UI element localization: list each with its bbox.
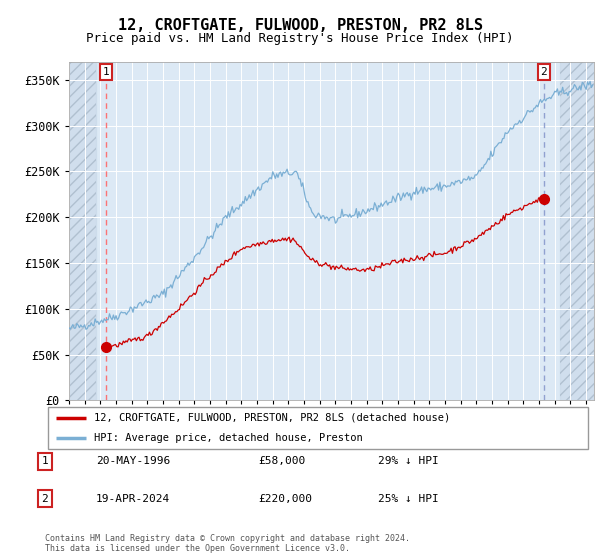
Text: 29% ↓ HPI: 29% ↓ HPI xyxy=(378,456,439,466)
Text: 1: 1 xyxy=(103,67,110,77)
Text: 2: 2 xyxy=(541,67,547,77)
Bar xyxy=(69,62,95,400)
Text: 19-APR-2024: 19-APR-2024 xyxy=(96,493,170,503)
Text: HPI: Average price, detached house, Preston: HPI: Average price, detached house, Pres… xyxy=(94,433,363,443)
Text: £220,000: £220,000 xyxy=(258,493,312,503)
Text: 1: 1 xyxy=(41,456,49,466)
Bar xyxy=(560,62,594,400)
Text: 20-MAY-1996: 20-MAY-1996 xyxy=(96,456,170,466)
Text: 12, CROFTGATE, FULWOOD, PRESTON, PR2 8LS: 12, CROFTGATE, FULWOOD, PRESTON, PR2 8LS xyxy=(118,18,482,32)
Text: £58,000: £58,000 xyxy=(258,456,305,466)
Text: 25% ↓ HPI: 25% ↓ HPI xyxy=(378,493,439,503)
Bar xyxy=(560,62,594,400)
Bar xyxy=(69,62,95,400)
Text: 2: 2 xyxy=(41,493,49,503)
FancyBboxPatch shape xyxy=(48,407,588,449)
Text: 12, CROFTGATE, FULWOOD, PRESTON, PR2 8LS (detached house): 12, CROFTGATE, FULWOOD, PRESTON, PR2 8LS… xyxy=(94,413,451,423)
Text: Contains HM Land Registry data © Crown copyright and database right 2024.
This d: Contains HM Land Registry data © Crown c… xyxy=(45,534,410,553)
Text: Price paid vs. HM Land Registry's House Price Index (HPI): Price paid vs. HM Land Registry's House … xyxy=(86,31,514,45)
